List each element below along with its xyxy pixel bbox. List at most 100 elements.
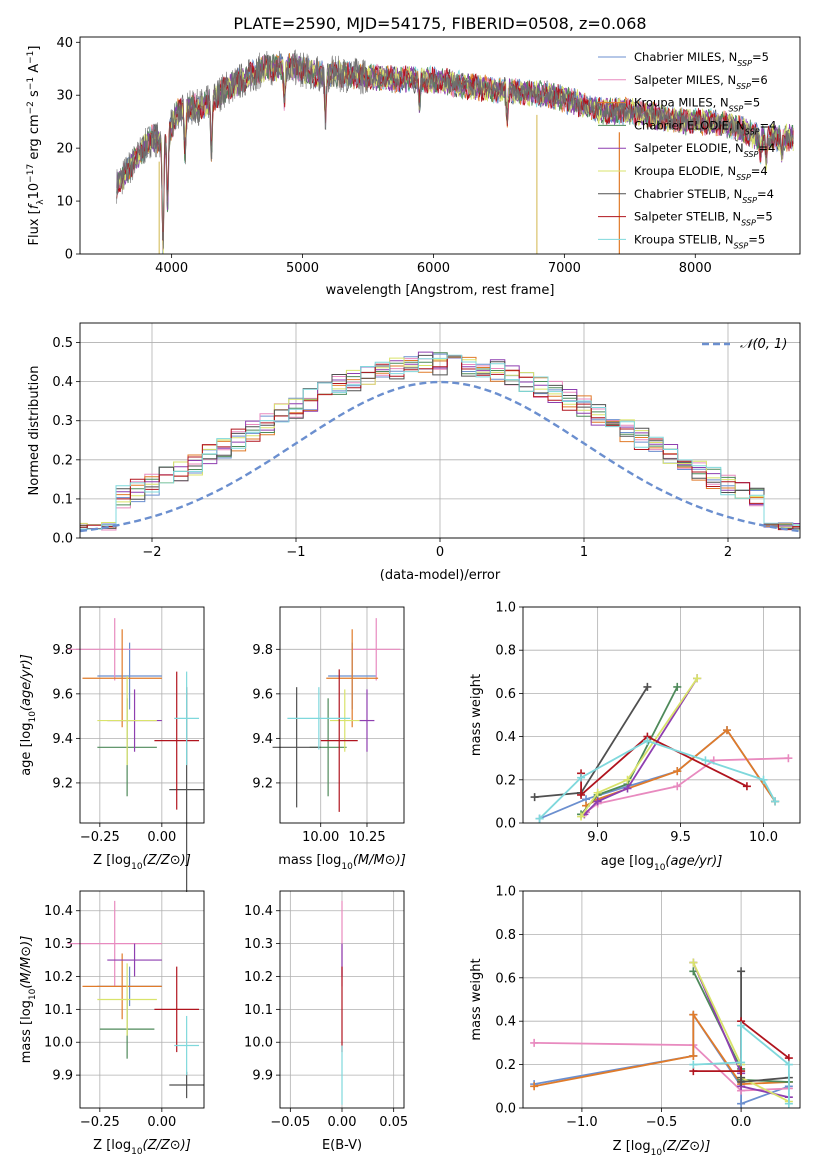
x-tick-label: −0.25 — [80, 830, 120, 845]
weight-point — [623, 775, 632, 784]
y-axis-label: age [log10(age/yr)] — [19, 654, 38, 776]
y-tick-label: 10 — [56, 195, 73, 210]
axes-frame — [522, 890, 801, 1109]
weight-point — [593, 788, 602, 797]
weight-point — [530, 793, 539, 802]
x-tick-label: 1 — [580, 545, 588, 560]
x-tick-label: −2 — [142, 545, 161, 560]
weight-point — [673, 767, 682, 776]
y-tick-label: 10.0 — [244, 1036, 273, 1051]
weight-point — [689, 958, 698, 967]
y-tick-label: 0.0 — [52, 532, 73, 547]
x-tick-label: −1.0 — [566, 1115, 598, 1130]
y-tick-label: 9.6 — [52, 687, 73, 702]
y-tick-label: 1.0 — [495, 601, 516, 616]
weight-point — [530, 1082, 539, 1091]
spectrum-legend: Chabrier MILES, NSSP=5 Salpeter MILES, NS… — [598, 50, 776, 250]
weight-point — [593, 797, 602, 806]
y-tick-label: 0.8 — [495, 644, 516, 659]
x-axis-label: age [log10(age/yr)] — [601, 854, 723, 873]
weight-point — [784, 1060, 793, 1069]
axes-frame — [79, 36, 801, 255]
legend-entry: Salpeter MILES, NSSP=6 — [634, 73, 768, 91]
weight-point — [737, 1058, 746, 1067]
weight-point — [723, 726, 732, 735]
y-tick-label: 0.2 — [495, 773, 516, 788]
weight-point — [759, 775, 768, 784]
x-tick-label: 2 — [724, 545, 732, 560]
axes-frame — [79, 890, 205, 1109]
weight-point — [643, 682, 652, 691]
y-tick-label: 0.1 — [52, 492, 73, 507]
legend-entry: 𝒩(0, 1) — [740, 337, 787, 352]
x-tick-label: 0.00 — [147, 830, 176, 845]
y-tick-label: 40 — [56, 36, 73, 51]
y-tick-label: 0.3 — [52, 414, 73, 429]
y-axis-label: mass [log10(M/M⊙)] — [19, 936, 38, 1064]
y-tick-label: 10.3 — [244, 937, 273, 952]
y-tick-label: 9.4 — [252, 732, 273, 747]
y-tick-label: 0.2 — [52, 453, 73, 468]
y-tick-label: 9.8 — [252, 643, 273, 658]
axes-frame — [279, 890, 405, 1109]
plots: 4000 5000 6000 7000 8000010203040wavelength … — [19, 36, 801, 1158]
y-axis-label: mass weight — [469, 674, 484, 756]
x-tick-label: −0.25 — [80, 1115, 120, 1130]
residual-histogram — [80, 352, 800, 528]
axes-frame — [79, 322, 801, 539]
x-tick-label: 9.5 — [670, 830, 691, 845]
figure-title: PLATE=2590, MJD=54175, FIBERID=0508, z=0… — [233, 14, 646, 33]
legend-entry: Kroupa ELODIE, NSSP=4 — [634, 164, 768, 182]
weight-point — [742, 782, 751, 791]
weight-point — [693, 674, 702, 683]
weight-point — [643, 736, 652, 745]
x-tick-label: 0.05 — [379, 1115, 408, 1130]
weight-point — [737, 1067, 746, 1076]
weight-series-line — [538, 739, 776, 820]
y-tick-label: 9.9 — [252, 1069, 273, 1084]
y-tick-label: 0.5 — [52, 336, 73, 351]
chart-mass-vs-ebv: −0.05 0.00 0.05 9.9 10.0 10.1 10.2 10.3 10.4 E(B-… — [244, 890, 408, 1153]
y-tick-label: 0.4 — [495, 1015, 516, 1030]
residual-histogram — [80, 351, 800, 530]
legend-entry: Chabrier MILES, NSSP=5 — [634, 50, 769, 68]
y-tick-label: 10.2 — [244, 970, 273, 985]
axes-frame — [279, 606, 405, 824]
y-tick-label: 1.0 — [495, 885, 516, 900]
weight-point — [530, 1038, 539, 1047]
y-axis-label: Flux [fλ10−17 erg cm−2 s−1 A−1] — [26, 46, 46, 246]
y-tick-label: 0.0 — [495, 817, 516, 832]
x-tick-label: 10.0 — [749, 830, 778, 845]
legend-entry: Salpeter ELODIE, NSSP=4 — [634, 141, 775, 159]
x-tick-label: 9.0 — [587, 830, 608, 845]
x-tick-label: 0.00 — [328, 1115, 357, 1130]
svg-text:Z [log10(Z/Z⊙)]: Z [log10(Z/Z⊙)] — [93, 1138, 191, 1157]
x-tick-label: −0.05 — [270, 1115, 310, 1130]
y-tick-label: 10.2 — [44, 970, 73, 985]
chart-mass-weight-vs-age: 9.0 9.5 10.0 0.0 0.2 0.4 0.6 0.8 1.0 age [log10(a… — [469, 601, 801, 873]
weight-point — [623, 784, 632, 793]
x-tick-label: 10.25 — [348, 830, 385, 845]
weight-series-line — [583, 677, 698, 816]
x-axis-label: (data-model)/error — [380, 568, 501, 583]
weight-point — [737, 1021, 746, 1030]
chart-mass-weight-vs-metallicity: −1.0 −0.5 0.0 0.0 0.2 0.4 0.6 0.8 1.0 Z [log10(Z/… — [469, 885, 801, 1158]
weight-point — [673, 782, 682, 791]
x-tick-label: 5000 — [286, 261, 319, 276]
y-tick-label: 0.4 — [52, 375, 73, 390]
weight-point — [737, 1077, 746, 1086]
svg-text:mass [log10(M/M⊙)]: mass [log10(M/M⊙)] — [278, 853, 406, 872]
weight-point — [784, 1099, 793, 1108]
y-tick-label: 10.4 — [44, 904, 73, 919]
svg-text:Z [log10(Z/Z⊙)]: Z [log10(Z/Z⊙)] — [613, 1139, 711, 1158]
x-axis-label: Z [log10(Z/Z⊙)] — [93, 853, 191, 872]
y-tick-label: 9.9 — [52, 1069, 73, 1084]
y-tick-label: 9.4 — [52, 732, 73, 747]
y-tick-label: 0.6 — [495, 687, 516, 702]
weight-point — [689, 967, 698, 976]
weight-point — [577, 812, 586, 821]
x-axis-label: wavelength [Angstrom, rest frame] — [326, 283, 555, 298]
weight-point — [673, 682, 682, 691]
weight-point — [771, 797, 780, 806]
axes-frame — [79, 606, 205, 824]
